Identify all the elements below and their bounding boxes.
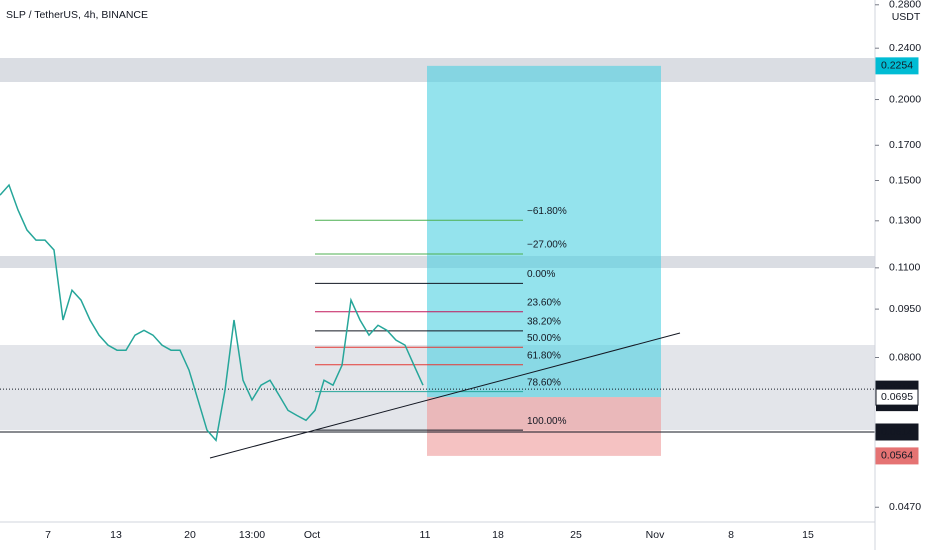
fib-label: 38.20% bbox=[527, 316, 561, 327]
price-label: 0.1700 bbox=[889, 139, 921, 151]
price-tag bbox=[875, 57, 919, 75]
time-label: 13 bbox=[110, 529, 122, 541]
price-label: 0.1300 bbox=[889, 215, 921, 227]
time-label: 13:00 bbox=[239, 529, 265, 541]
price-label: 0.2400 bbox=[889, 42, 921, 54]
axis-unit: USDT bbox=[892, 11, 921, 23]
price-tag bbox=[875, 423, 919, 441]
price-label: 0.2000 bbox=[889, 93, 921, 105]
time-label: Nov bbox=[646, 529, 665, 541]
fib-label: 50.00% bbox=[527, 333, 561, 344]
time-label: 25 bbox=[570, 529, 582, 541]
price-label: 0.0950 bbox=[889, 303, 921, 315]
stop-zone bbox=[427, 397, 661, 456]
trendline bbox=[209, 332, 681, 459]
fib-label: 61.80% bbox=[527, 350, 561, 361]
symbol-title: SLP / TetherUS, 4h, BINANCE bbox=[6, 9, 148, 21]
time-label: 18 bbox=[492, 529, 504, 541]
price-tag bbox=[875, 388, 919, 406]
time-label: 8 bbox=[728, 529, 734, 541]
price-label: 0.2800 bbox=[889, 0, 921, 11]
time-label: 15 bbox=[802, 529, 814, 541]
fib-label: −61.80% bbox=[527, 206, 567, 217]
price-label: 0.1100 bbox=[889, 262, 920, 274]
time-label: 11 bbox=[420, 529, 431, 541]
price-tag-label: 0.0564 bbox=[881, 450, 913, 462]
fib-label: 78.60% bbox=[527, 377, 561, 388]
price-label: 0.1500 bbox=[889, 174, 921, 186]
price-tag-label: 0.0695 bbox=[881, 391, 913, 403]
target-zone bbox=[427, 65, 661, 398]
price-tag-label: 0.2254 bbox=[881, 60, 913, 72]
price-line bbox=[0, 183, 424, 443]
fib-label: 100.00% bbox=[527, 416, 567, 427]
fib-label: −27.00% bbox=[527, 240, 567, 251]
price-label: 0.0470 bbox=[889, 501, 921, 513]
time-label: 20 bbox=[184, 529, 196, 541]
time-label: Oct bbox=[304, 529, 320, 541]
price-tag bbox=[875, 447, 919, 465]
time-label: 7 bbox=[45, 529, 51, 541]
price-label: 0.0800 bbox=[889, 351, 921, 363]
fib-label: 23.60% bbox=[527, 297, 561, 308]
price-tag-label: 0.0614 bbox=[881, 426, 913, 438]
fib-label: 0.00% bbox=[527, 269, 555, 280]
